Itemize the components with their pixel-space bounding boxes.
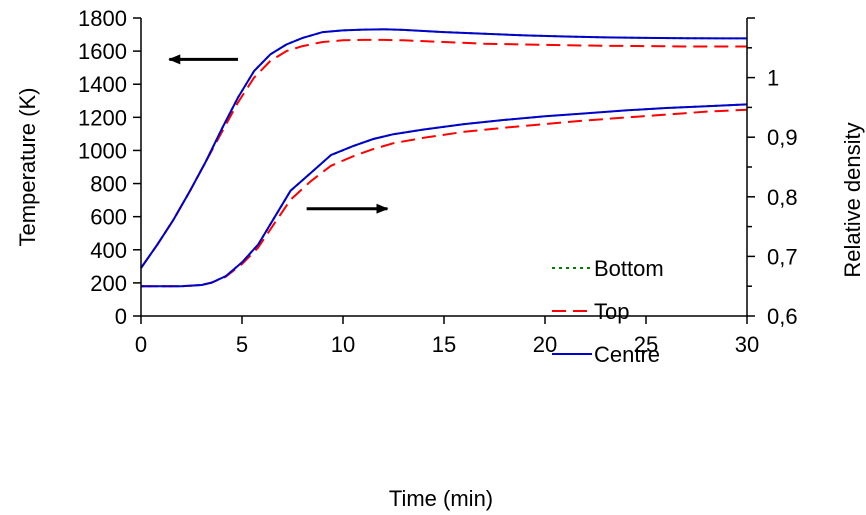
x-tick-label: 15 [432, 332, 456, 357]
x-tick-label: 30 [735, 332, 759, 357]
y2-tick-label: 1 [767, 66, 779, 91]
x-tick-label: 0 [135, 332, 147, 357]
legend-label-centre: Centre [594, 342, 660, 367]
series-line-centre-density [141, 103, 748, 288]
y-axis-title: Temperature (K) [15, 88, 40, 247]
y-tick-label: 1400 [78, 72, 127, 97]
y2-tick-label: 0,9 [767, 125, 798, 150]
plot-layer [140, 28, 748, 288]
y-tick-label: 1200 [78, 105, 127, 130]
y2-tick-label: 0,7 [767, 244, 798, 269]
y-tick-label: 800 [90, 172, 127, 197]
series-line-bottom-temperature [140, 28, 747, 269]
legend-label-top: Top [594, 299, 629, 324]
x-tick-label: 10 [331, 332, 355, 357]
y-tick-label: 1000 [78, 138, 127, 163]
series-line-centre-temperature [140, 28, 747, 269]
y2-tick-label: 0,6 [767, 304, 798, 329]
series-line-top-temperature [140, 38, 747, 269]
x-tick-label: 20 [533, 332, 557, 357]
legend-label-bottom: Bottom [594, 256, 664, 281]
x-tick-label: 25 [634, 332, 658, 357]
y2-axis-title: Relative density [840, 122, 865, 277]
y-tick-label: 600 [90, 205, 127, 230]
axes-layer: 0 5 10 15 20 25 30 0 200 400 600 800 1000 1200 1400 160… [78, 6, 798, 357]
y-tick-label: 400 [90, 238, 127, 263]
y-tick-label: 1600 [78, 39, 127, 64]
x-tick-label: 5 [236, 332, 248, 357]
y-tick-label: 1800 [78, 6, 127, 31]
x-axis-title: Time (min) [389, 486, 493, 511]
y-tick-label: 200 [90, 271, 127, 296]
y2-tick-label: 0,8 [767, 185, 798, 210]
legend: Bottom Top Centre [552, 256, 664, 367]
y-tick-label: 0 [115, 304, 127, 329]
